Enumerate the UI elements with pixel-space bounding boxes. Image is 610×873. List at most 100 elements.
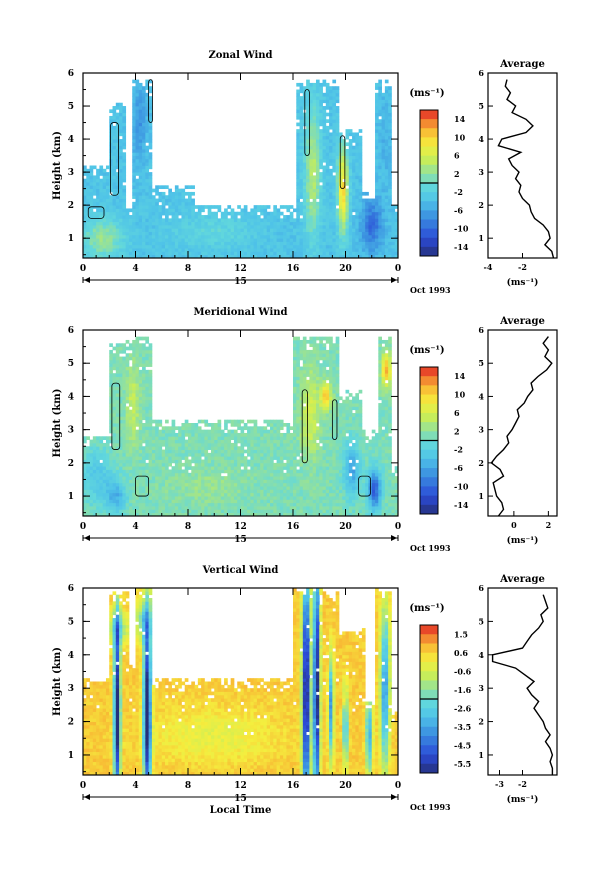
day-arrow [391, 535, 397, 541]
x-tick-label: 4 [132, 522, 138, 532]
colorbar-tick-label: 1.5 [454, 629, 468, 639]
colorbar-tick-label: 2 [454, 169, 460, 179]
day-arrow [391, 794, 397, 800]
y-tick-label: 6 [68, 69, 74, 79]
colorbar-band [420, 699, 438, 709]
profile-y-tick-label: 1 [478, 750, 484, 760]
zero-contour [111, 382, 121, 450]
colorbar-band [420, 680, 438, 691]
profile-y-tick-label: 5 [478, 101, 484, 111]
profile-x-label: (ms⁻¹) [507, 277, 539, 288]
average-profile: Average 1 2 3 4 5 6 -3 -2 (ms⁻¹) [478, 574, 558, 805]
colorbar-band [420, 210, 438, 220]
colorbar-band [420, 412, 438, 423]
colorbar-band [420, 201, 438, 211]
colorbar-band [420, 625, 438, 635]
zero-contour [148, 79, 153, 123]
colorbar-band [420, 468, 438, 478]
x-tick-label: 4 [132, 264, 138, 274]
colorbar-band [420, 717, 438, 728]
x-tick-label: 0 [395, 522, 401, 532]
colorbar-band [420, 458, 438, 469]
y-tick-label: 4 [68, 135, 74, 145]
colorbar-band [420, 192, 438, 202]
colorbar-tick-label: -2 [454, 445, 463, 455]
profile-y-tick-label: 6 [478, 325, 484, 335]
colorbar-tick-label: 10 [454, 390, 466, 400]
profile-y-tick-label: 6 [478, 583, 484, 593]
profile-x-label: (ms⁻¹) [507, 535, 539, 546]
profile-y-tick-label: 4 [478, 650, 484, 660]
profile-x-tick-label: 2 [546, 520, 552, 530]
colorbar-tick-label: -14 [454, 500, 469, 510]
colorbar-band [420, 385, 438, 396]
x-tick-label: 0 [395, 264, 401, 274]
colorbar-band [420, 246, 438, 257]
profile-y-tick-label: 5 [478, 358, 484, 368]
day-arrow [84, 535, 90, 541]
profile-line [497, 79, 555, 259]
profile-title: Average [499, 316, 545, 327]
day-label: 15 [234, 535, 247, 545]
profile-y-tick-label: 4 [478, 391, 484, 401]
profile-line [490, 336, 553, 517]
x-tick-label: 16 [287, 781, 300, 791]
profile-x-tick-label: 0 [511, 520, 517, 530]
colorbar-band [420, 137, 438, 147]
y-tick-label: 3 [68, 426, 74, 436]
x-tick-label: 8 [185, 264, 191, 274]
colorbar-band [420, 763, 438, 774]
profile-y-tick-label: 4 [478, 134, 484, 144]
colorbar-band [420, 128, 438, 138]
x-tick-label: 20 [339, 781, 352, 791]
colorbar-band [420, 634, 438, 644]
colorbar: (ms⁻¹) 1.5 0.6 -0.6 -1.6 -2.6 -3.5 -4.5 -5.5 [409, 603, 472, 774]
y-tick-label: 1 [68, 234, 74, 244]
colorbar-tick-label: 0.6 [454, 648, 468, 658]
day-label: 15 [234, 277, 247, 287]
colorbar-band [420, 708, 438, 718]
y-tick-label: 3 [68, 168, 74, 178]
colorbar-tick-label: -5.5 [454, 759, 471, 769]
colorbar-band [420, 504, 438, 515]
panel-title: Zonal Wind [208, 50, 272, 61]
y-tick-label: 4 [68, 392, 74, 402]
colorbar-band [420, 403, 438, 414]
x-tick-label: 4 [132, 781, 138, 791]
colorbar-band [420, 376, 438, 386]
zero-contour [331, 399, 338, 441]
colorbar-band [420, 228, 438, 239]
colorbar-unit: (ms⁻¹) [409, 603, 444, 614]
colorbar: (ms⁻¹) 14 10 6 2 -2 -6 -10 -14 [409, 345, 469, 515]
panel-title: Vertical Wind [202, 565, 279, 576]
colorbar-tick-label: -10 [454, 481, 469, 491]
date-label: Oct 1993 [410, 543, 451, 553]
y-axis-label: Height (km) [52, 389, 63, 458]
profile-x-tick-label: -4 [484, 262, 493, 272]
x-tick-label: 12 [234, 781, 247, 791]
profile-x-tick-label: -2 [518, 262, 527, 272]
date-label: Oct 1993 [410, 285, 451, 295]
colorbar-band [420, 183, 438, 193]
colorbar-unit: (ms⁻¹) [409, 345, 444, 356]
day-arrow [391, 277, 397, 283]
x-tick-label: 20 [339, 522, 352, 532]
colorbar-band [420, 155, 438, 166]
zero-contour [110, 122, 119, 196]
colorbar-band [420, 745, 438, 755]
heatmap-cells [83, 79, 399, 259]
y-tick-label: 5 [68, 617, 74, 627]
profile-y-tick-label: 6 [478, 68, 484, 78]
day-label: 15 [234, 794, 247, 804]
x-tick-label: 8 [185, 522, 191, 532]
zero-contour [301, 389, 308, 464]
x-tick-label: 0 [80, 522, 86, 532]
y-tick-label: 5 [68, 102, 74, 112]
x-tick-label: 16 [287, 522, 300, 532]
y-tick-label: 6 [68, 584, 74, 594]
colorbar-tick-label: -6 [454, 463, 463, 473]
